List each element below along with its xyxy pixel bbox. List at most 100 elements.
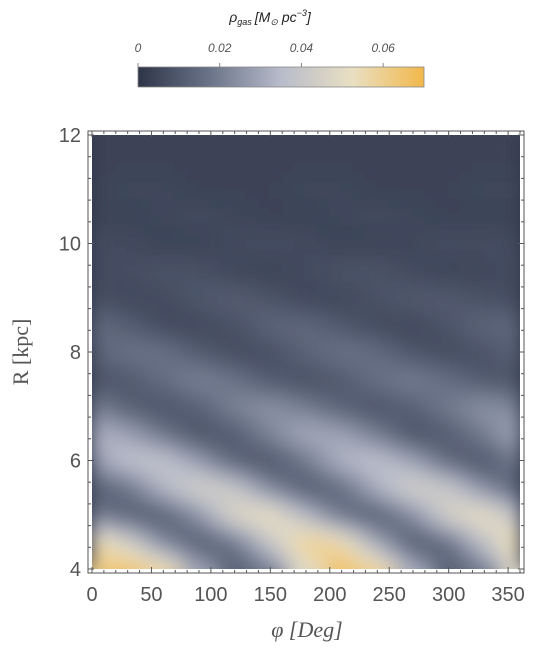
heatmap-cell xyxy=(316,161,331,173)
heatmap-cell xyxy=(281,477,296,489)
heatmap-cell xyxy=(186,332,200,344)
heatmap-cell xyxy=(186,215,200,227)
heatmap-cell xyxy=(471,387,486,399)
heatmap-cell xyxy=(209,233,224,245)
heatmap-cell xyxy=(376,531,391,543)
heatmap-cell xyxy=(150,224,165,236)
heatmap-cell xyxy=(435,559,450,569)
heatmap-cell xyxy=(471,549,486,561)
heatmap-cell xyxy=(150,215,165,227)
heatmap-cell xyxy=(376,278,391,290)
heatmap-cell xyxy=(388,197,403,209)
heatmap-cell xyxy=(221,540,236,552)
heatmap-cell xyxy=(423,161,438,173)
heatmap-cell xyxy=(340,251,355,263)
heatmap-cell xyxy=(376,450,391,462)
heatmap-cell xyxy=(388,396,403,408)
heatmap-cell xyxy=(316,143,331,154)
heatmap-cell xyxy=(328,360,343,371)
heatmap-cell xyxy=(186,486,200,498)
heatmap-cell xyxy=(126,559,141,569)
heatmap-cell xyxy=(293,260,307,272)
heatmap-cell xyxy=(257,242,272,254)
heatmap-cell xyxy=(198,513,212,525)
heatmap-cell xyxy=(209,360,224,371)
heatmap-cell xyxy=(257,206,272,218)
heatmap-cell xyxy=(459,414,474,426)
heatmap-cell xyxy=(293,405,307,417)
heatmap-cell xyxy=(257,296,272,308)
heatmap-cell xyxy=(233,251,248,263)
heatmap-cell xyxy=(352,559,367,569)
heatmap-cell xyxy=(376,432,391,444)
heatmap-cell xyxy=(316,233,331,245)
heatmap-cell xyxy=(364,477,379,489)
heatmap-cell xyxy=(352,450,367,462)
heatmap-cell xyxy=(495,414,510,426)
heatmap-cell xyxy=(316,522,331,534)
heatmap-cell xyxy=(423,477,438,489)
heatmap-cell xyxy=(293,215,307,227)
heatmap-cell xyxy=(471,450,486,462)
y-tick-label: 12 xyxy=(59,125,81,147)
heatmap-cell xyxy=(364,135,379,145)
heatmap-cell xyxy=(507,170,520,182)
heatmap-cell xyxy=(340,152,355,164)
heatmap-cell xyxy=(364,152,379,164)
heatmap-cell xyxy=(412,387,426,399)
heatmap-cell xyxy=(352,197,367,209)
heatmap-cell xyxy=(471,504,486,516)
heatmap-cell xyxy=(507,143,520,154)
heatmap-cell xyxy=(257,179,272,191)
heatmap-cell xyxy=(114,477,129,489)
heatmap-cell xyxy=(126,152,141,164)
heatmap-cell xyxy=(412,522,426,534)
heatmap-cell xyxy=(269,135,284,145)
heatmap-cell xyxy=(281,549,296,561)
y-tick-label: 4 xyxy=(70,559,81,581)
heatmap-cell xyxy=(352,305,367,317)
heatmap-cell xyxy=(126,441,141,453)
heatmap-cell xyxy=(412,378,426,390)
heatmap-cell xyxy=(221,305,236,317)
heatmap-cell xyxy=(328,332,343,344)
heatmap-cell xyxy=(209,224,224,236)
heatmap-cell xyxy=(174,161,189,173)
heatmap-cell xyxy=(471,441,486,453)
heatmap-cell xyxy=(293,549,307,561)
heatmap-cell xyxy=(376,242,391,254)
heatmap-cell xyxy=(269,522,284,534)
heatmap-cell xyxy=(245,468,260,480)
heatmap-cell xyxy=(495,206,510,218)
heatmap-cell xyxy=(281,242,296,254)
heatmap-cell xyxy=(340,513,355,525)
heatmap-cell xyxy=(340,540,355,552)
heatmap-cell xyxy=(198,495,212,507)
heatmap-cell xyxy=(495,423,510,435)
heatmap-cell xyxy=(328,378,343,390)
heatmap-cell xyxy=(174,387,189,399)
heatmap-cell xyxy=(328,215,343,227)
heatmap-cell xyxy=(209,197,224,209)
heatmap-cell xyxy=(138,549,153,561)
heatmap-cell xyxy=(447,152,462,164)
heatmap-cell xyxy=(126,332,141,344)
heatmap-cell xyxy=(269,378,284,390)
heatmap-cell xyxy=(305,405,319,417)
heatmap-cell xyxy=(114,504,129,516)
heatmap-cell xyxy=(126,549,141,561)
heatmap-cell xyxy=(305,323,319,335)
heatmap-cell xyxy=(138,260,153,272)
heatmap-cell xyxy=(269,369,284,381)
heatmap-cell xyxy=(400,414,414,426)
heatmap-cell xyxy=(340,342,355,353)
heatmap-cell xyxy=(245,378,260,390)
heatmap-cell xyxy=(328,188,343,200)
heatmap-cell xyxy=(114,314,129,326)
heatmap-cell xyxy=(483,314,498,326)
heatmap-cell xyxy=(305,305,319,317)
heatmap-cell xyxy=(388,342,403,353)
heatmap-cell xyxy=(293,559,307,569)
heatmap-cell xyxy=(352,486,367,498)
heatmap-cell xyxy=(114,179,129,191)
